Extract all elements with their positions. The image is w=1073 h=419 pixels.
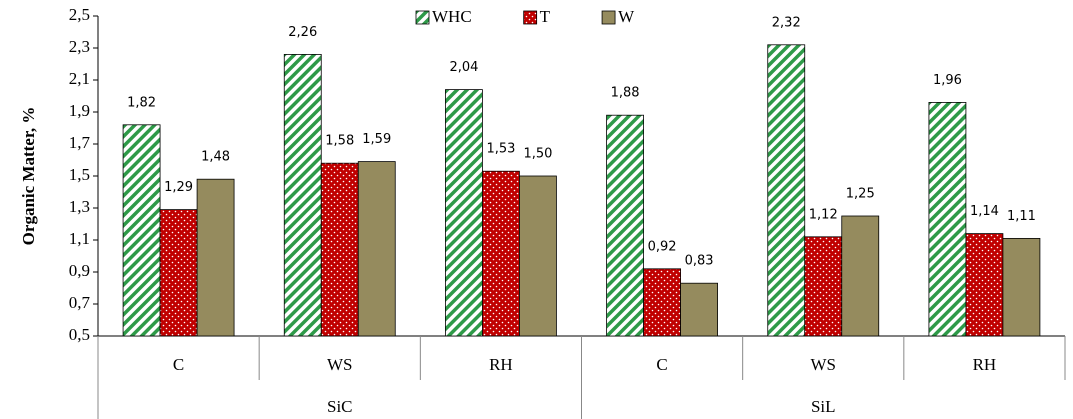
bar (606, 114, 644, 337)
bar (159, 209, 198, 337)
x-tick-label: RH (973, 355, 997, 374)
legend-swatch (415, 10, 430, 25)
group-label: SiL (811, 397, 836, 416)
bar (519, 175, 557, 337)
y-tick-label: 2,5 (69, 5, 90, 24)
y-tick-label: 0,9 (69, 261, 90, 280)
bar (767, 44, 806, 337)
y-tick-label: 1,7 (69, 133, 91, 152)
bar (1002, 237, 1041, 337)
value-label: 2,04 (449, 60, 478, 75)
value-label: 1,14 (970, 204, 999, 219)
legend-swatch (601, 10, 616, 25)
bar (928, 102, 967, 337)
value-label: 1,82 (127, 95, 156, 110)
value-label: 1,58 (325, 134, 354, 149)
value-label: 1,48 (201, 150, 230, 165)
bar (841, 215, 880, 337)
x-tick-label: C (656, 355, 667, 374)
bar (445, 89, 483, 337)
y-axis-label: Organic Matter, % (19, 107, 38, 246)
y-tick-label: 0,7 (69, 293, 91, 312)
bar (122, 124, 161, 337)
legend-label: W (618, 7, 635, 26)
y-tick-label: 2,3 (69, 37, 90, 56)
y-tick-label: 1,3 (69, 197, 90, 216)
value-label: 1,50 (523, 147, 552, 162)
value-label: 1,96 (933, 73, 962, 88)
value-label: 0,92 (648, 239, 677, 254)
value-label: 1,53 (486, 142, 515, 157)
y-tick-label: 2,1 (69, 69, 90, 88)
bar (283, 54, 322, 337)
bar (320, 162, 359, 337)
bar (196, 178, 235, 337)
y-tick-label: 1,5 (69, 165, 90, 184)
value-label: 1,29 (164, 180, 193, 195)
bar (357, 161, 396, 337)
value-label: 1,25 (846, 187, 875, 202)
value-label: 2,32 (772, 15, 801, 30)
value-label: 1,88 (611, 86, 640, 101)
y-tick-label: 0,5 (69, 325, 90, 344)
x-tick-label: RH (489, 355, 513, 374)
x-tick-label: WS (811, 355, 837, 374)
bar (680, 282, 718, 337)
value-label: 1,12 (809, 207, 838, 222)
y-tick-label: 1,9 (69, 101, 90, 120)
bar (804, 236, 843, 337)
legend-label: WHC (432, 7, 472, 26)
x-tick-label: WS (327, 355, 353, 374)
group-label: SiC (327, 397, 353, 416)
bar (482, 170, 520, 337)
y-tick-label: 1,1 (69, 229, 90, 248)
legend-label: T (540, 7, 551, 26)
bar (965, 233, 1004, 337)
value-label: 1,59 (362, 132, 391, 147)
bar (643, 268, 681, 337)
value-label: 0,83 (685, 254, 714, 269)
x-tick-label: C (173, 355, 184, 374)
value-label: 1,11 (1007, 209, 1036, 224)
value-label: 2,26 (288, 25, 317, 40)
legend-swatch (523, 10, 538, 25)
